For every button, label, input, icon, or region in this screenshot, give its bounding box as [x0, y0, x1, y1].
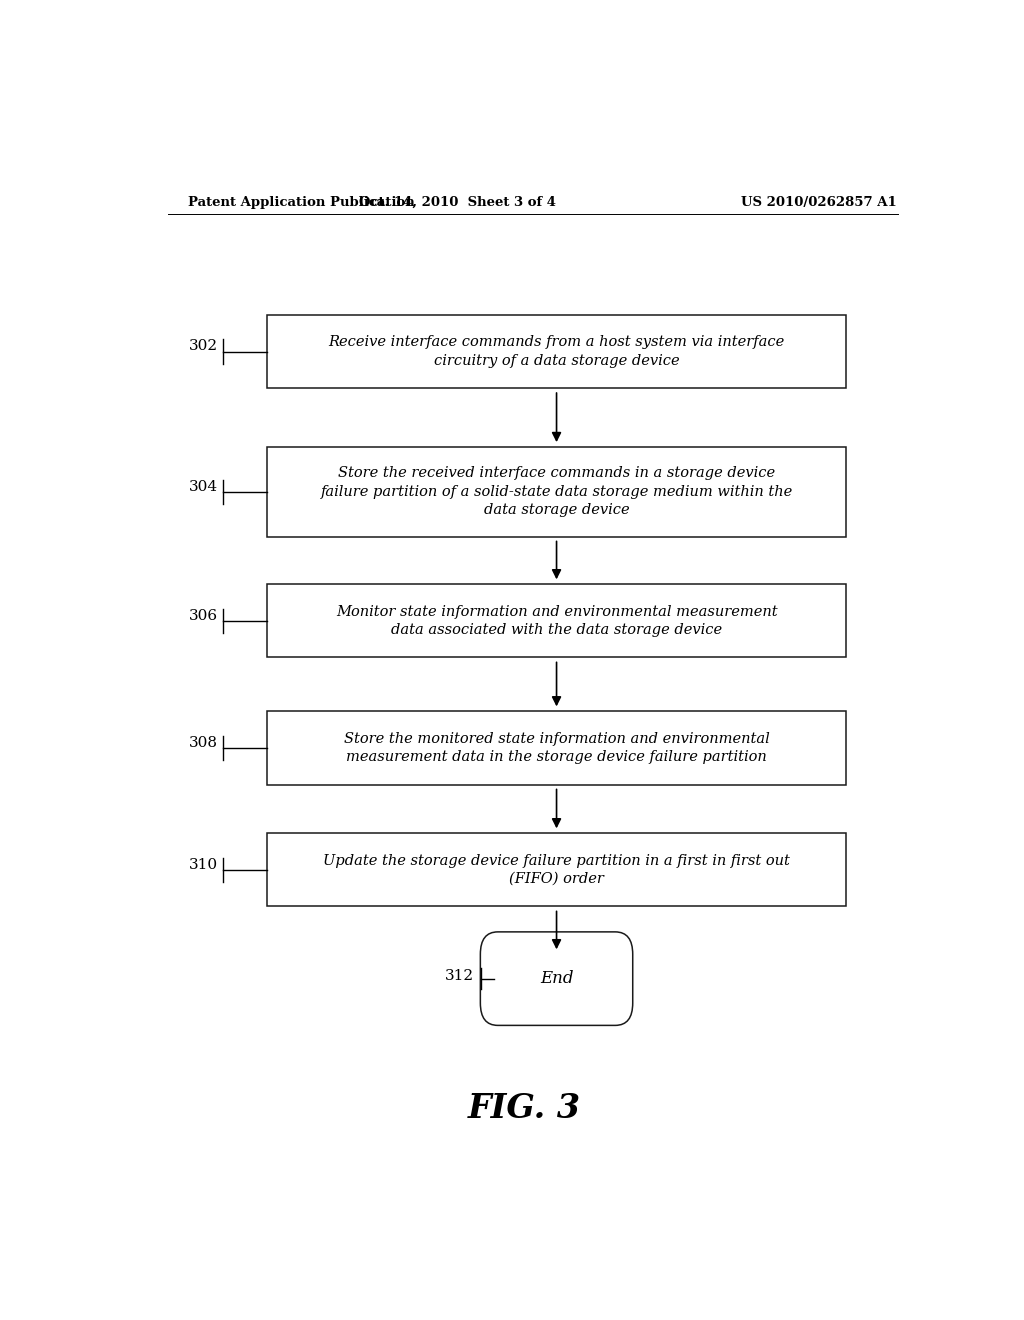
Text: 306: 306 [188, 609, 218, 623]
Text: Store the received interface commands in a storage device
failure partition of a: Store the received interface commands in… [321, 466, 793, 517]
Text: Oct. 14, 2010  Sheet 3 of 4: Oct. 14, 2010 Sheet 3 of 4 [358, 195, 556, 209]
Text: FIG. 3: FIG. 3 [468, 1092, 582, 1125]
Text: 312: 312 [444, 969, 474, 982]
Text: Patent Application Publication: Patent Application Publication [187, 195, 415, 209]
Text: 308: 308 [188, 735, 218, 750]
Text: 304: 304 [188, 479, 218, 494]
FancyBboxPatch shape [267, 315, 846, 388]
Text: Update the storage device failure partition in a first in first out
(FIFO) order: Update the storage device failure partit… [324, 854, 790, 886]
FancyBboxPatch shape [267, 447, 846, 536]
Text: Store the monitored state information and environmental
measurement data in the : Store the monitored state information an… [344, 731, 769, 764]
FancyBboxPatch shape [480, 932, 633, 1026]
Text: 310: 310 [188, 858, 218, 871]
FancyBboxPatch shape [267, 833, 846, 907]
FancyBboxPatch shape [267, 711, 846, 784]
Text: Monitor state information and environmental measurement
data associated with the: Monitor state information and environmen… [336, 605, 777, 638]
Text: 302: 302 [188, 339, 218, 354]
Text: End: End [540, 970, 573, 987]
Text: US 2010/0262857 A1: US 2010/0262857 A1 [740, 195, 896, 209]
Text: Receive interface commands from a host system via interface
circuitry of a data : Receive interface commands from a host s… [329, 335, 784, 368]
FancyBboxPatch shape [267, 585, 846, 657]
